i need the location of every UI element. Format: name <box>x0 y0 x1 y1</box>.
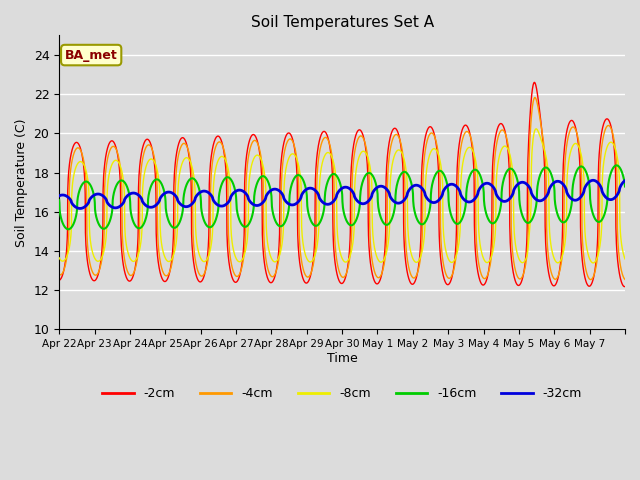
Text: BA_met: BA_met <box>65 48 118 61</box>
Legend: -2cm, -4cm, -8cm, -16cm, -32cm: -2cm, -4cm, -8cm, -16cm, -32cm <box>97 383 587 406</box>
X-axis label: Time: Time <box>326 352 358 365</box>
Title: Soil Temperatures Set A: Soil Temperatures Set A <box>250 15 434 30</box>
Y-axis label: Soil Temperature (C): Soil Temperature (C) <box>15 118 28 247</box>
